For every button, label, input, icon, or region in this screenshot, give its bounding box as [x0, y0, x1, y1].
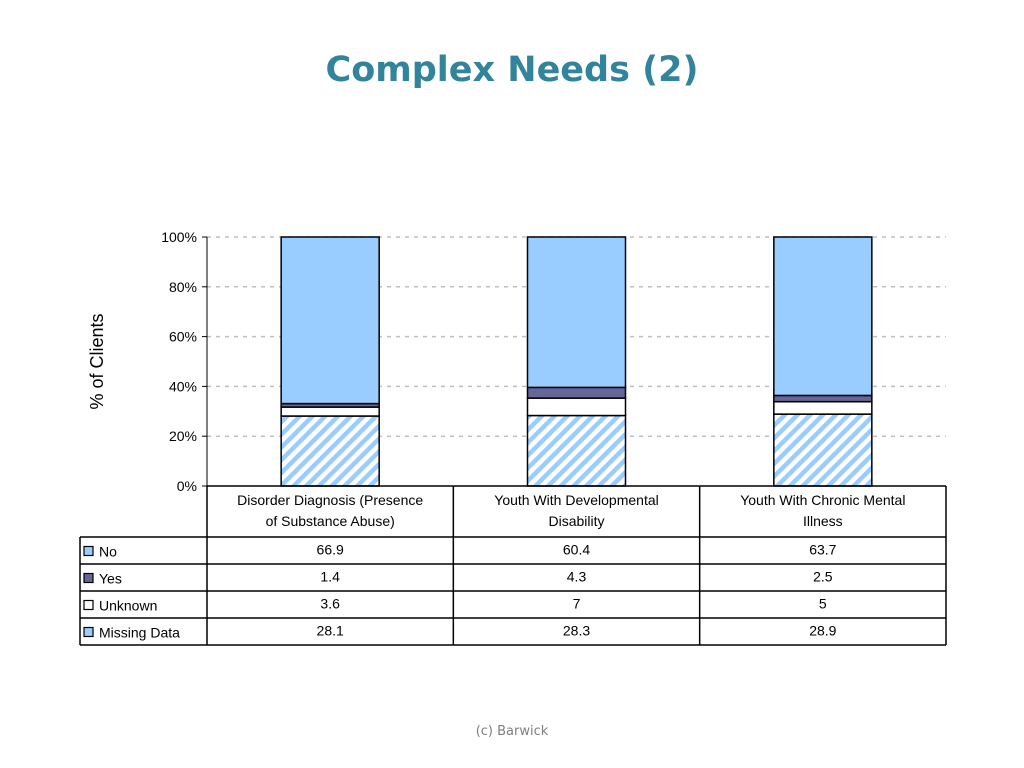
data-label: 60.4	[563, 542, 590, 558]
bar-segment-no	[280, 236, 380, 405]
category-label: Disorder Diagnosis (Presence of Substance…	[237, 492, 423, 529]
series-label: Yes	[99, 571, 122, 587]
y-tick-label: 20%	[169, 428, 197, 444]
data-label: 66.9	[317, 542, 344, 558]
data-label: 2.5	[813, 569, 833, 585]
data-label: 1.4	[320, 569, 340, 585]
data-label: 28.1	[317, 623, 344, 639]
y-tick-label: 60%	[169, 329, 197, 345]
data-label: 3.6	[320, 596, 340, 612]
bar-segment-unknown	[773, 400, 873, 415]
bar-segment-no	[526, 236, 627, 389]
bars	[280, 236, 873, 487]
legend-key-no	[83, 545, 94, 557]
category-label: Youth With Developmental Disability	[494, 492, 658, 529]
y-tick-label: 80%	[169, 279, 197, 295]
bar-segment-unknown	[526, 397, 627, 417]
slide-title: Complex Needs (2)	[325, 50, 699, 90]
data-table: Disorder Diagnosis (Presence of Substance…	[79, 485, 947, 646]
bar-segment-missing-data	[280, 415, 380, 487]
legend-key-yes	[83, 572, 94, 584]
y-tick-label: 100%	[161, 229, 197, 245]
bar-segment-missing-data	[526, 414, 627, 487]
data-label: 28.9	[809, 623, 836, 639]
y-tick-label: 40%	[169, 378, 197, 394]
stacked-bar-chart: 0% 20% 40% 60% 80% 100% % of Clients Disorder …	[79, 229, 947, 646]
series-label: Unknown	[99, 598, 157, 614]
legend-key-missing-data	[83, 626, 94, 638]
data-label: 63.7	[809, 542, 836, 558]
category-label: Youth With Chronic Mental Illness	[740, 492, 905, 529]
bar-segment-no	[773, 236, 873, 397]
legend-key-unknown	[83, 599, 94, 611]
footer-credit: (c) Barwick	[475, 724, 549, 739]
data-label: 5	[819, 596, 827, 612]
series-label: No	[99, 544, 117, 560]
bar-segment-missing-data	[773, 413, 873, 487]
bar-segment-unknown	[280, 406, 380, 417]
bar-segment-yes	[526, 386, 627, 399]
bar-segment-yes	[773, 394, 873, 403]
series-label: Missing Data	[99, 625, 180, 641]
data-label: 7	[573, 596, 581, 612]
data-label: 4.3	[567, 569, 587, 585]
data-label: 28.3	[563, 623, 590, 639]
y-axis: 0% 20% 40% 60% 80% 100% % of Clients	[87, 229, 208, 494]
y-axis-label: % of Clients	[87, 313, 107, 409]
y-tick-label: 0%	[177, 478, 197, 494]
